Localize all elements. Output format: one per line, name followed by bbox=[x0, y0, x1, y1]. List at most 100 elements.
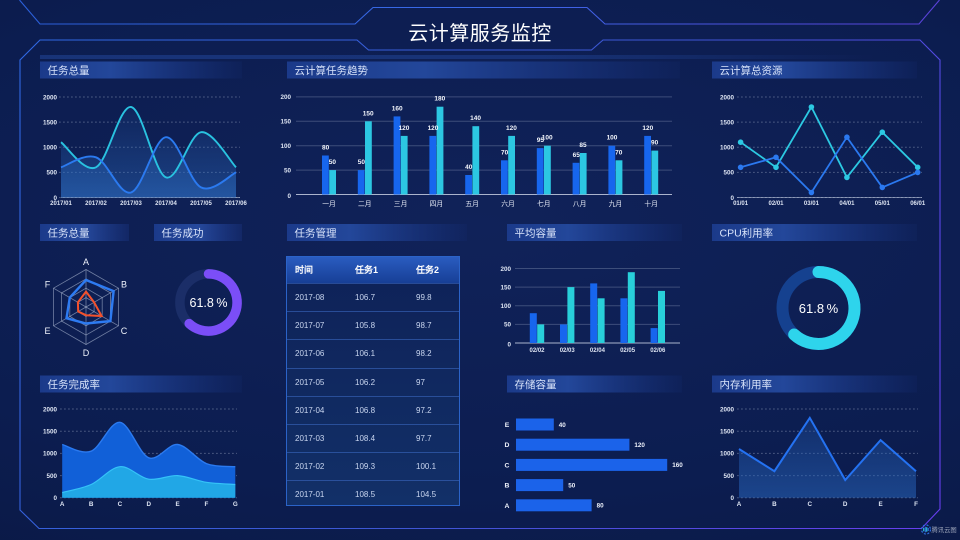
svg-text:存储容量: 存储容量 bbox=[515, 378, 557, 391]
svg-text:1000: 1000 bbox=[43, 451, 58, 458]
svg-text:B: B bbox=[89, 501, 94, 508]
svg-text:F: F bbox=[45, 280, 51, 290]
svg-text:A: A bbox=[60, 501, 65, 508]
svg-text:2017/01: 2017/01 bbox=[50, 201, 72, 207]
svg-text:A: A bbox=[737, 501, 742, 508]
svg-text:100: 100 bbox=[500, 303, 511, 310]
svg-text:02/03: 02/03 bbox=[560, 348, 576, 354]
svg-text:150: 150 bbox=[280, 119, 291, 126]
svg-text:CPU利用率: CPU利用率 bbox=[720, 227, 774, 240]
svg-text:02/04: 02/04 bbox=[590, 348, 606, 354]
svg-text:F: F bbox=[204, 501, 208, 508]
svg-text:八月: 八月 bbox=[573, 200, 587, 208]
svg-text:1000: 1000 bbox=[720, 451, 735, 458]
svg-text:0: 0 bbox=[53, 495, 57, 502]
svg-text:500: 500 bbox=[723, 473, 734, 480]
svg-text:70: 70 bbox=[501, 149, 509, 156]
svg-text:50: 50 bbox=[284, 167, 292, 174]
svg-text:02/06: 02/06 bbox=[650, 348, 666, 354]
svg-text:0: 0 bbox=[287, 193, 291, 200]
svg-text:50: 50 bbox=[329, 159, 337, 166]
svg-text:四月: 四月 bbox=[430, 200, 444, 208]
svg-text:02/05: 02/05 bbox=[620, 348, 636, 354]
svg-text:40: 40 bbox=[465, 164, 473, 171]
svg-text:E: E bbox=[505, 422, 510, 429]
svg-text:D: D bbox=[505, 442, 510, 449]
svg-text:2000: 2000 bbox=[720, 94, 735, 101]
svg-text:任务成功: 任务成功 bbox=[162, 227, 204, 240]
svg-text:50: 50 bbox=[568, 482, 576, 489]
svg-text:E: E bbox=[175, 501, 179, 508]
svg-text:120: 120 bbox=[428, 125, 439, 132]
svg-text:任务总量: 任务总量 bbox=[48, 64, 90, 77]
svg-text:2000: 2000 bbox=[43, 406, 58, 413]
svg-text:100: 100 bbox=[607, 135, 618, 142]
svg-text:200: 200 bbox=[280, 94, 291, 101]
svg-text:05/01: 05/01 bbox=[875, 201, 891, 207]
svg-text:120: 120 bbox=[506, 125, 517, 132]
svg-text:内存利用率: 内存利用率 bbox=[720, 378, 773, 391]
svg-text:十月: 十月 bbox=[644, 199, 658, 208]
svg-text:D: D bbox=[843, 501, 848, 508]
svg-text:80: 80 bbox=[597, 503, 605, 510]
svg-text:200: 200 bbox=[500, 266, 511, 273]
svg-text:61.8 %: 61.8 % bbox=[190, 296, 228, 310]
svg-text:2000: 2000 bbox=[720, 406, 735, 413]
svg-text:150: 150 bbox=[500, 284, 511, 291]
svg-text:03/01: 03/01 bbox=[804, 201, 820, 207]
svg-text:100: 100 bbox=[542, 135, 553, 142]
svg-text:任务完成率: 任务完成率 bbox=[48, 378, 101, 391]
svg-text:2017/03: 2017/03 bbox=[120, 201, 142, 207]
svg-text:1500: 1500 bbox=[43, 429, 58, 436]
svg-text:95: 95 bbox=[537, 137, 545, 144]
svg-text:1000: 1000 bbox=[720, 145, 735, 152]
svg-text:90: 90 bbox=[651, 140, 659, 147]
svg-text:六月: 六月 bbox=[501, 199, 515, 208]
svg-text:0: 0 bbox=[730, 195, 734, 202]
svg-text:云计算任务趋势: 云计算任务趋势 bbox=[295, 64, 369, 77]
svg-text:500: 500 bbox=[46, 473, 57, 480]
svg-text:三月: 三月 bbox=[394, 200, 408, 208]
svg-text:01/01: 01/01 bbox=[733, 201, 749, 207]
svg-text:500: 500 bbox=[46, 170, 57, 177]
svg-text:五月: 五月 bbox=[465, 200, 479, 208]
svg-text:九月: 九月 bbox=[609, 199, 623, 208]
svg-text:50: 50 bbox=[504, 322, 512, 329]
svg-text:2017/02: 2017/02 bbox=[85, 201, 107, 207]
svg-text:任务管理: 任务管理 bbox=[295, 227, 337, 240]
svg-text:120: 120 bbox=[634, 442, 645, 449]
svg-text:2017/06: 2017/06 bbox=[225, 201, 247, 207]
svg-text:140: 140 bbox=[470, 115, 481, 122]
svg-text:七月: 七月 bbox=[537, 199, 551, 208]
svg-text:C: C bbox=[808, 501, 813, 508]
svg-text:云计算总资源: 云计算总资源 bbox=[720, 64, 783, 77]
svg-text:1000: 1000 bbox=[43, 145, 58, 152]
svg-text:A: A bbox=[505, 503, 510, 510]
svg-text:B: B bbox=[772, 501, 777, 508]
svg-text:2017/04: 2017/04 bbox=[155, 201, 177, 207]
svg-text:120: 120 bbox=[642, 125, 653, 132]
svg-text:D: D bbox=[83, 348, 90, 358]
svg-text:2017/05: 2017/05 bbox=[190, 201, 212, 207]
svg-text:C: C bbox=[505, 462, 510, 469]
svg-text:E: E bbox=[878, 501, 882, 508]
svg-text:02/02: 02/02 bbox=[529, 348, 545, 354]
svg-text:0: 0 bbox=[730, 495, 734, 502]
svg-text:2000: 2000 bbox=[43, 94, 58, 101]
svg-text:任务总量: 任务总量 bbox=[48, 227, 90, 240]
svg-text:160: 160 bbox=[672, 462, 683, 469]
svg-text:二月: 二月 bbox=[358, 200, 372, 208]
svg-text:B: B bbox=[121, 280, 127, 290]
svg-text:一月: 一月 bbox=[322, 200, 336, 208]
svg-text:120: 120 bbox=[399, 125, 410, 132]
svg-text:180: 180 bbox=[434, 96, 445, 103]
svg-text:80: 80 bbox=[322, 145, 330, 152]
svg-text:100: 100 bbox=[280, 143, 291, 150]
svg-text:C: C bbox=[118, 501, 123, 508]
svg-text:70: 70 bbox=[615, 149, 623, 156]
svg-text:E: E bbox=[44, 326, 50, 336]
svg-text:02/01: 02/01 bbox=[768, 201, 784, 207]
svg-text:平均容量: 平均容量 bbox=[515, 227, 557, 240]
svg-text:500: 500 bbox=[723, 170, 734, 177]
svg-text:B: B bbox=[505, 483, 510, 490]
